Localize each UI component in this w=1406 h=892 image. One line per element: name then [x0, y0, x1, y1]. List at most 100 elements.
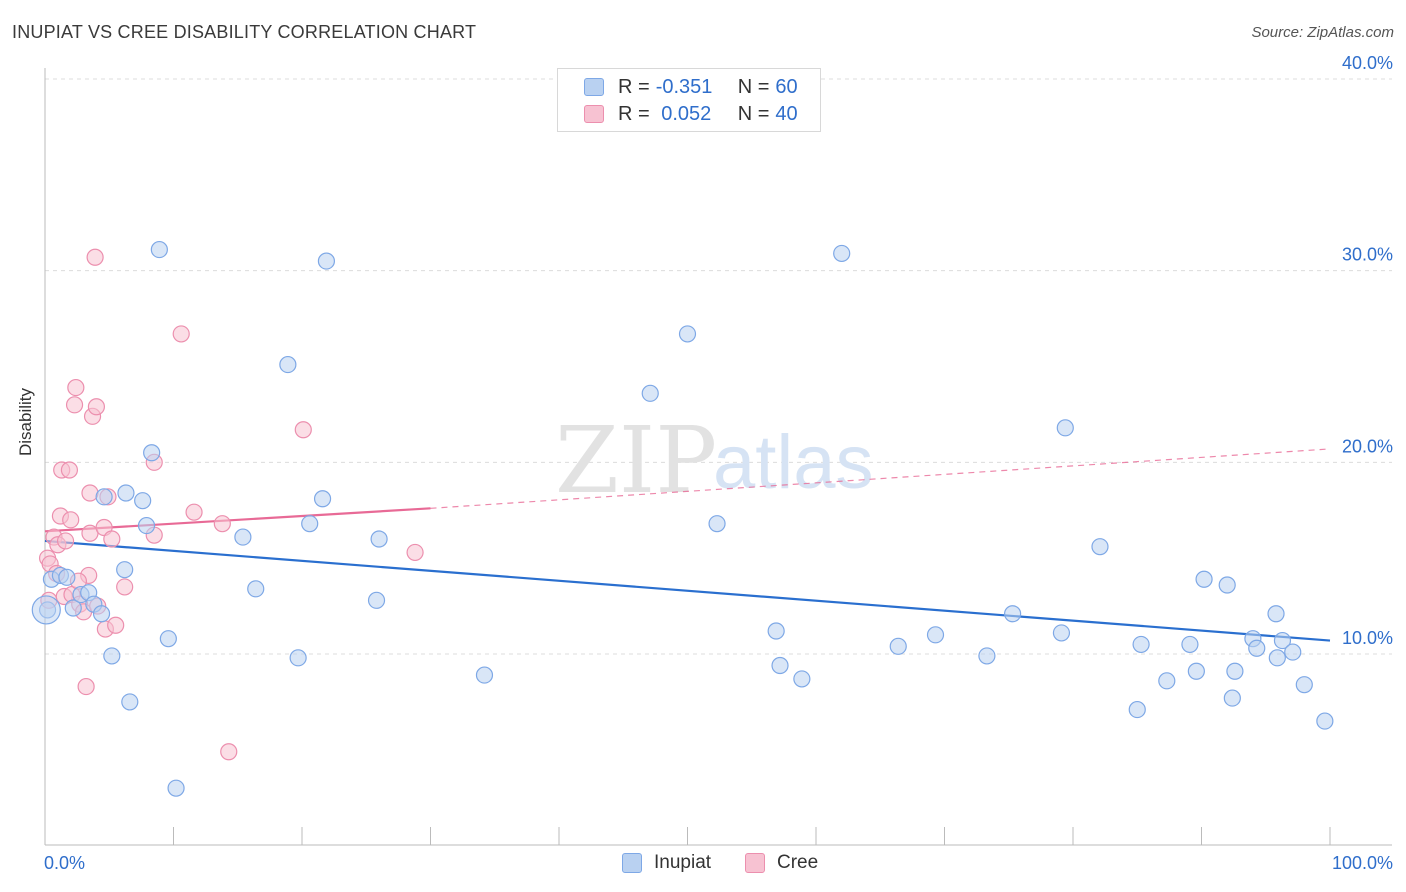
bottom-legend-inupiat: Inupiat: [622, 852, 711, 874]
inupiat-point: [475, 666, 494, 684]
cree-point: [172, 325, 190, 343]
inupiat-point: [678, 325, 697, 343]
inupiat-point: [1128, 700, 1146, 719]
inupiat-point: [1218, 576, 1236, 594]
inupiat-point: [116, 561, 134, 579]
inupiat-point: [1248, 639, 1266, 657]
legend-row-inupiat: R = -0.351 N = 60: [584, 74, 798, 100]
cree-legend-icon: [745, 853, 765, 873]
inupiat-point: [767, 622, 785, 640]
inupiat-point: [1226, 662, 1244, 680]
y-tick-label: 10.0%: [1342, 628, 1393, 648]
inupiat-point: [159, 630, 177, 648]
inupiat-point: [1004, 605, 1022, 623]
inupiat-point: [926, 626, 945, 644]
legend-r-value: 0.052: [655, 102, 712, 125]
cree-point: [81, 484, 99, 502]
inupiat-point: [313, 490, 332, 508]
watermark-atlas: atlas: [713, 420, 874, 505]
inupiat-point: [143, 444, 161, 462]
legend-r-label: R =: [618, 102, 650, 125]
inupiat-point: [1056, 419, 1074, 437]
y-tick-label: 20.0%: [1342, 436, 1393, 456]
inupiat-point: [367, 591, 386, 609]
inupiat-point: [150, 240, 168, 259]
inupiat-point: [1195, 570, 1213, 588]
inupiat-point: [1273, 631, 1292, 650]
axis-layer: [44, 68, 1392, 846]
cree-point: [107, 616, 125, 634]
inupiat-point: [1187, 662, 1205, 680]
inupiat-point: [1268, 649, 1286, 667]
chart-title: INUPIAT VS CREE DISABILITY CORRELATION C…: [12, 22, 477, 42]
source-label: Source: ZipAtlas.com: [1251, 24, 1394, 41]
points-layer: [31, 240, 1334, 797]
y-tick-label: 30.0%: [1342, 245, 1393, 265]
legend-n-label: N =: [737, 102, 770, 125]
cree-point: [103, 530, 121, 548]
legend-n-value: 40: [775, 102, 798, 125]
cree-point: [185, 503, 203, 521]
inupiat-point: [317, 252, 336, 270]
cree-point: [65, 396, 84, 414]
legend-n-label: N =: [737, 75, 770, 98]
inupiat-point: [1223, 689, 1241, 707]
cree-trend-extension: [430, 448, 1331, 509]
inupiat-point: [889, 637, 907, 655]
inupiat-point: [1181, 635, 1199, 654]
inupiat-point: [289, 649, 307, 667]
bottom-legend-label: Inupiat: [654, 852, 712, 873]
inupiat-point: [117, 484, 135, 502]
legend-row-cree: R = 0.052 N = 40: [584, 101, 798, 127]
inupiat-point: [137, 516, 156, 535]
inupiat-point: [64, 599, 82, 617]
cree-point: [87, 398, 106, 416]
inupiat-point: [167, 779, 185, 797]
y-axis-label: Disability: [16, 387, 35, 456]
inupiat-point: [103, 647, 121, 665]
inupiat-point: [708, 515, 726, 533]
inupiat-point: [301, 515, 319, 533]
legend-r-value: -0.351: [655, 75, 713, 98]
inupiat-point: [978, 647, 996, 665]
inupiat-point: [247, 580, 265, 598]
cree-point: [86, 248, 104, 266]
cree-point: [56, 532, 75, 550]
bottom-legend-label: Cree: [777, 852, 819, 873]
cree-point: [220, 743, 238, 761]
inupiat-point: [1091, 538, 1109, 556]
cree-point: [213, 515, 231, 533]
bottom-legend-cree: Cree: [745, 852, 818, 874]
inupiat-point: [1267, 605, 1285, 623]
inupiat-swatch-icon: [584, 78, 604, 96]
cree-point: [116, 578, 134, 596]
cree-swatch-icon: [584, 105, 604, 123]
cree-point: [294, 421, 312, 439]
x-tick-label: 100.0%: [1332, 853, 1393, 873]
grid-layer: [45, 78, 1392, 655]
tick-labels-layer: 10.0% 20.0% 30.0% 40.0% 0.0% 100.0%: [44, 53, 1393, 873]
inupiat-legend-icon: [622, 853, 642, 873]
legend-r-label: R =: [618, 75, 650, 98]
inupiat-point: [793, 670, 811, 688]
watermark-zip: ZIP: [555, 407, 717, 514]
watermark: ZIP atlas: [555, 407, 874, 514]
inupiat-point: [1158, 672, 1176, 690]
inupiat-point: [279, 355, 297, 374]
cree-point: [406, 543, 424, 562]
y-tick-label: 40.0%: [1342, 53, 1393, 73]
inupiat-point: [1316, 712, 1334, 730]
x-tick-label: 0.0%: [44, 853, 85, 873]
inupiat-point: [641, 384, 659, 402]
legend-n-value: 60: [775, 75, 798, 98]
inupiat-point: [31, 595, 61, 625]
inupiat-point: [1284, 643, 1302, 661]
inupiat-point: [121, 693, 139, 711]
inupiat-point: [370, 530, 388, 548]
inupiat-point: [234, 528, 252, 546]
inupiat-point: [92, 605, 111, 623]
cree-point: [60, 461, 79, 479]
inupiat-trend-line: [44, 539, 1331, 642]
inupiat-point: [833, 244, 851, 263]
inupiat-point: [1052, 624, 1071, 642]
